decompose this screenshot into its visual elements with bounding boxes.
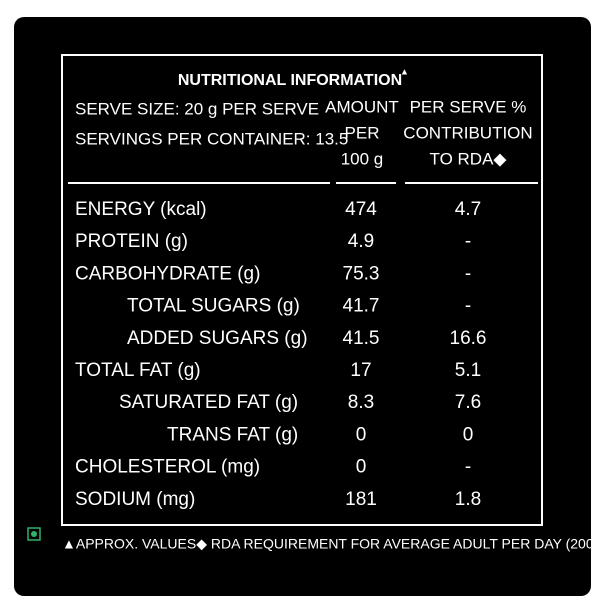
row-rda: - — [465, 231, 471, 252]
row-amount: 41.5 — [343, 328, 380, 349]
title-mark: ▲ — [400, 66, 409, 76]
footnote: ▲APPROX. VALUES◆ RDA REQUIREMENT FOR AVE… — [62, 536, 600, 552]
col-head: CONTRIBUTION — [403, 123, 532, 142]
row-amount: 8.3 — [348, 392, 374, 413]
row-amount: 75.3 — [343, 263, 380, 284]
row-label: TRANS FAT (g) — [167, 424, 298, 445]
title: NUTRITIONAL INFORMATION — [178, 72, 402, 89]
row-amount: 4.9 — [348, 231, 374, 252]
col-head: AMOUNT — [325, 97, 399, 116]
servings: SERVINGS PER CONTAINER: 13.5 — [75, 129, 348, 148]
row-label: CARBOHYDRATE (g) — [75, 263, 260, 284]
row-amount: 0 — [356, 457, 367, 478]
frame — [61, 54, 543, 526]
row-rda: 4.7 — [455, 199, 481, 220]
row-rda: 7.6 — [455, 392, 481, 413]
row-rda: - — [465, 457, 471, 478]
row-label: TOTAL FAT (g) — [75, 360, 201, 381]
row-rda: 5.1 — [455, 360, 481, 381]
col-head: PER — [345, 123, 380, 142]
veg-mark — [27, 527, 41, 541]
row-amount: 181 — [345, 489, 377, 510]
row-rda: 0 — [463, 424, 474, 445]
row-amount: 0 — [356, 424, 367, 445]
background — [14, 17, 591, 596]
col-head: TO RDA◆ — [430, 149, 508, 168]
row-label: SODIUM (mg) — [75, 489, 195, 510]
row-label: CHOLESTEROL (mg) — [75, 457, 260, 478]
row-label: ADDED SUGARS (g) — [127, 328, 308, 349]
row-rda: 1.8 — [455, 489, 481, 510]
col-head: 100 g — [341, 149, 384, 168]
row-label: PROTEIN (g) — [75, 231, 188, 252]
row-amount: 474 — [345, 199, 377, 220]
row-rda: - — [465, 296, 471, 317]
veg-dot — [31, 531, 37, 537]
row-rda: - — [465, 263, 471, 284]
row-rda: 16.6 — [450, 328, 487, 349]
row-amount: 17 — [350, 360, 371, 381]
row-label: ENERGY (kcal) — [75, 199, 207, 220]
rows: ENERGY (kcal) 474 4.7 PROTEIN (g) 4.9 - CARBOH… — [75, 199, 486, 510]
serve-size: SERVE SIZE: 20 g PER SERVE — [75, 99, 319, 118]
row-label: TOTAL SUGARS (g) — [127, 296, 300, 317]
row-amount: 41.7 — [343, 296, 380, 317]
col-head: PER SERVE % — [410, 97, 527, 116]
row-label: SATURATED FAT (g) — [119, 392, 298, 413]
